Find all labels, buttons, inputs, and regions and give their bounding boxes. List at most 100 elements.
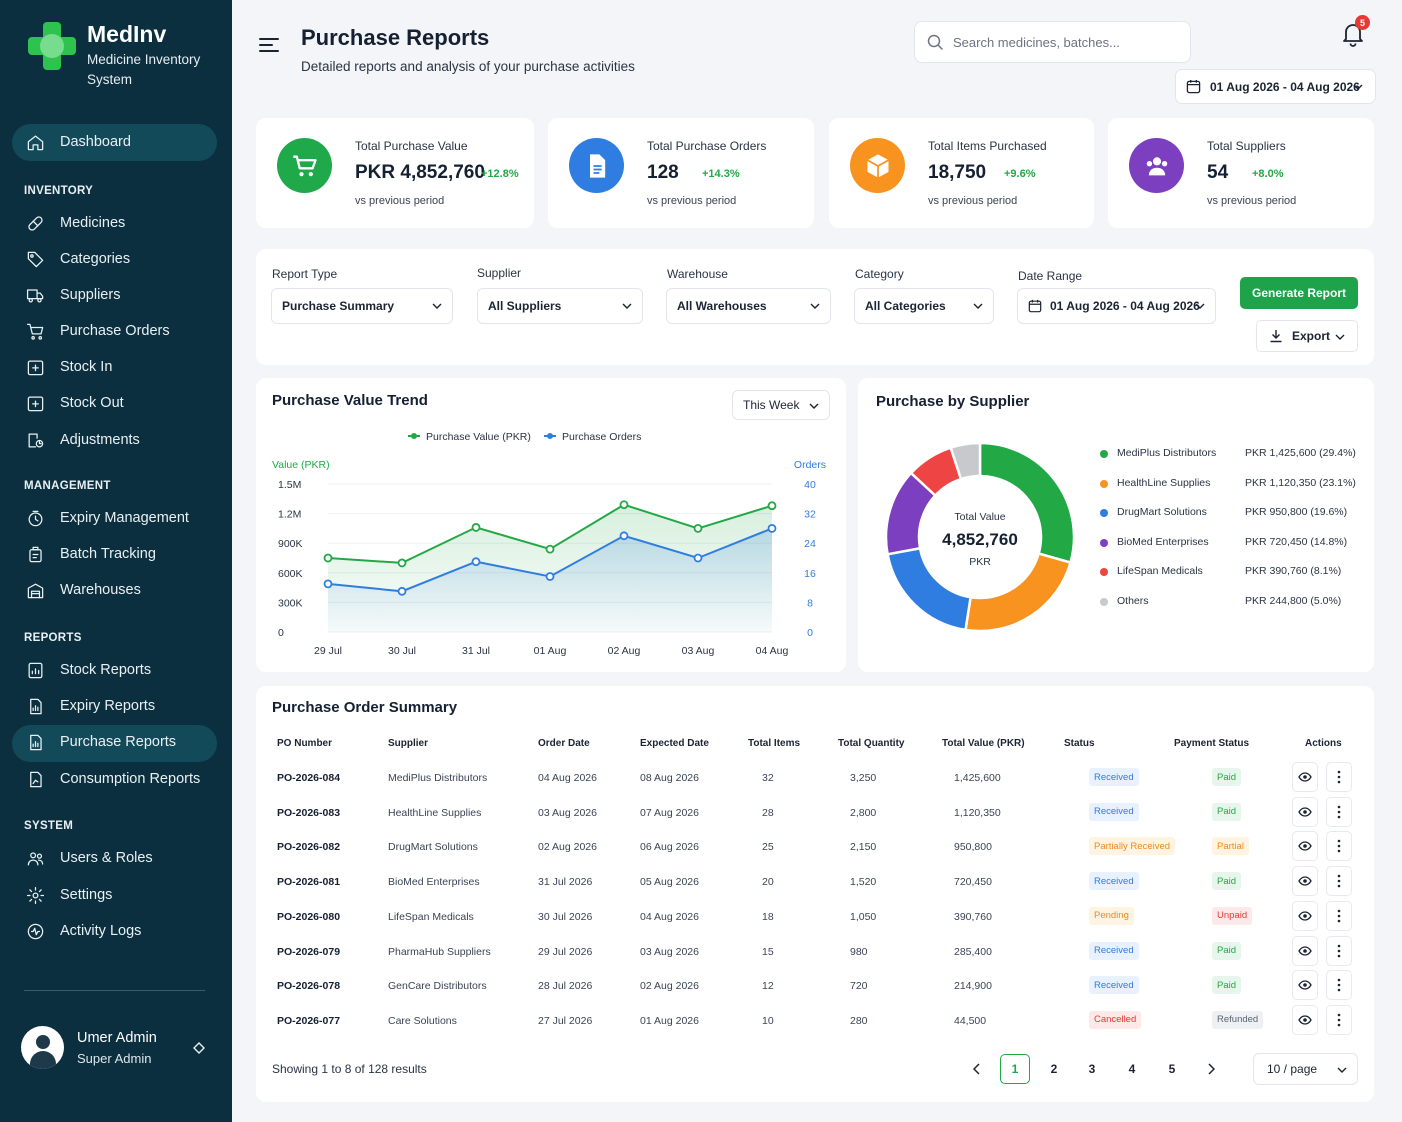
x-tick-label: 30 Jul <box>388 645 416 657</box>
sidebar-item-medicines[interactable]: Medicines <box>24 211 125 235</box>
sidebar-item-stock-reports[interactable]: Stock Reports <box>24 658 151 682</box>
expand-toggle-icon[interactable] <box>193 1042 205 1054</box>
table-row[interactable]: PO-2026-078 GenCare Distributors 28 Jul 20… <box>256 969 1374 1003</box>
purchase-value-point[interactable] <box>693 524 703 533</box>
table-row[interactable]: PO-2026-084 MediPlus Distributors 04 Aug 2… <box>256 761 1374 795</box>
table-row[interactable]: PO-2026-079 PharmaHub Suppliers 29 Jul 202… <box>256 935 1374 969</box>
payment-status-badge: Paid <box>1212 941 1242 960</box>
view-button[interactable] <box>1292 831 1318 862</box>
table-row[interactable]: PO-2026-082 DrugMart Solutions 02 Aug 2026… <box>256 830 1374 864</box>
purchase-orders-point[interactable] <box>767 524 777 533</box>
po-number[interactable]: PO-2026-083 <box>277 806 341 819</box>
purchase-value-point[interactable] <box>397 558 407 568</box>
sidebar-item-categories[interactable]: Categories <box>24 247 130 271</box>
sidebar-item-label: Stock In <box>60 359 113 375</box>
purchase-orders-point[interactable] <box>545 572 555 581</box>
activity-icon <box>24 920 46 942</box>
more-actions-button[interactable] <box>1326 1004 1352 1035</box>
purchase-orders-point[interactable] <box>397 586 407 596</box>
purchase-orders-point[interactable] <box>693 553 703 563</box>
purchase-value-point[interactable] <box>767 501 777 511</box>
warehouse-select[interactable]: All Warehouses <box>666 288 831 324</box>
sidebar-item-expiry-reports[interactable]: Expiry Reports <box>24 694 155 718</box>
export-button[interactable]: Export <box>1256 320 1358 352</box>
purchase-value-point[interactable] <box>323 553 333 563</box>
purchase-orders-point[interactable] <box>619 531 629 541</box>
view-button[interactable] <box>1292 762 1318 792</box>
report-type-select[interactable]: Purchase Summary <box>271 288 453 324</box>
search-box[interactable] <box>914 21 1191 63</box>
po-number[interactable]: PO-2026-078 <box>277 980 341 993</box>
report-icon <box>24 659 46 681</box>
donut-slice[interactable] <box>886 546 973 632</box>
per-page-select[interactable]: 10 / page <box>1253 1053 1358 1085</box>
view-button[interactable] <box>1292 970 1318 1001</box>
po-number[interactable]: PO-2026-079 <box>277 945 341 958</box>
sidebar-item-activity-logs[interactable]: Activity Logs <box>24 919 141 943</box>
header-date-range-picker[interactable]: 01 Aug 2026 - 04 Aug 2026 <box>1175 69 1376 104</box>
purchase-orders-point[interactable] <box>323 579 333 589</box>
view-button[interactable] <box>1292 1004 1318 1035</box>
more-actions-button[interactable] <box>1326 900 1352 931</box>
prev-page-button[interactable] <box>962 1054 992 1084</box>
legend-name: BioMed Enterprises <box>1117 535 1209 548</box>
donut-slice[interactable] <box>949 441 982 481</box>
sidebar-item-expiry-management[interactable]: Expiry Management <box>24 506 189 530</box>
search-input[interactable] <box>953 34 1173 50</box>
table-row[interactable]: PO-2026-077 Care Solutions 27 Jul 2026 01 A… <box>256 1004 1374 1038</box>
date-range-select[interactable]: 01 Aug 2026 - 04 Aug 2026 <box>1017 288 1216 324</box>
total-value: 44,500 <box>954 1014 987 1027</box>
status-badge: Received <box>1089 768 1139 786</box>
sidebar-item-stock-out[interactable]: Stock Out <box>24 391 124 415</box>
purchase-value-point[interactable] <box>619 500 629 510</box>
supplier-select[interactable]: All Suppliers <box>477 288 643 324</box>
more-actions-button[interactable] <box>1326 831 1352 862</box>
generate-report-button[interactable]: Generate Report <box>1240 277 1358 309</box>
purchase-orders-point[interactable] <box>471 557 481 567</box>
more-actions-button[interactable] <box>1326 970 1352 1001</box>
sidebar-item-purchase-reports[interactable]: Purchase Reports <box>24 730 176 754</box>
view-button[interactable] <box>1292 935 1318 966</box>
more-actions-button[interactable] <box>1326 866 1352 897</box>
view-button[interactable] <box>1292 900 1318 931</box>
po-number[interactable]: PO-2026-080 <box>277 910 341 923</box>
page-button[interactable]: 2 <box>1050 1062 1058 1076</box>
sidebar-item-suppliers[interactable]: Suppliers <box>24 283 120 307</box>
next-page-button[interactable] <box>1196 1054 1226 1084</box>
page-button[interactable]: 5 <box>1168 1062 1176 1076</box>
period-select[interactable]: This Week <box>732 390 830 420</box>
brand[interactable]: MedInv Medicine Inventory System <box>26 20 207 90</box>
page-button[interactable]: 1 <box>1000 1054 1030 1084</box>
po-number[interactable]: PO-2026-084 <box>277 772 341 784</box>
sidebar-item-settings[interactable]: Settings <box>24 883 112 907</box>
category-select[interactable]: All Categories <box>854 288 994 324</box>
purchase-value-point[interactable] <box>545 544 555 554</box>
page-button[interactable]: 4 <box>1128 1062 1136 1076</box>
total-quantity: 720 <box>850 980 868 993</box>
user-profile[interactable]: Umer Admin Super Admin <box>21 1026 157 1069</box>
chevron-left-icon <box>973 1063 980 1075</box>
more-actions-button[interactable] <box>1326 796 1352 827</box>
sidebar-item-purchase-orders[interactable]: Purchase Orders <box>24 319 170 343</box>
po-number[interactable]: PO-2026-081 <box>277 876 341 889</box>
view-button[interactable] <box>1292 866 1318 897</box>
sidebar-item-dashboard[interactable]: Dashboard <box>24 130 131 154</box>
sidebar-item-warehouses[interactable]: Warehouses <box>24 578 141 602</box>
sidebar-item-batch-tracking[interactable]: Batch Tracking <box>24 542 156 566</box>
purchase-value-point[interactable] <box>471 523 481 532</box>
page-button[interactable]: 3 <box>1088 1062 1096 1076</box>
sidebar-item-users-roles[interactable]: Users & Roles <box>24 846 153 870</box>
table-row[interactable]: PO-2026-080 LifeSpan Medicals 30 Jul 2026 0… <box>256 900 1374 934</box>
table-row[interactable]: PO-2026-083 HealthLine Supplies 03 Aug 202… <box>256 796 1374 830</box>
more-actions-button[interactable] <box>1326 762 1352 792</box>
po-number[interactable]: PO-2026-082 <box>277 841 341 854</box>
table-row[interactable]: PO-2026-081 BioMed Enterprises 31 Jul 2026… <box>256 865 1374 899</box>
menu-toggle-icon[interactable] <box>259 36 279 54</box>
view-button[interactable] <box>1292 796 1318 827</box>
sidebar-item-label: Purchase Reports <box>60 734 177 750</box>
sidebar-item-adjustments[interactable]: Adjustments <box>24 428 140 452</box>
sidebar-item-stock-in[interactable]: Stock In <box>24 355 112 379</box>
sidebar-item-consumption-reports[interactable]: Consumption Reports <box>24 767 200 791</box>
po-number[interactable]: PO-2026-077 <box>277 1014 341 1027</box>
more-actions-button[interactable] <box>1326 935 1352 966</box>
